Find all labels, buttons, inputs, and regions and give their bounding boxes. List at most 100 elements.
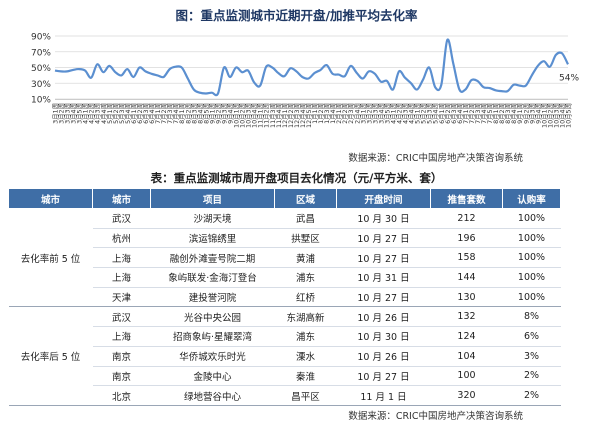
project-table: 城市 城市 项目 区域 开盘时间 推售套数 认购率 去化率前 5 位武汉 沙湖天境… [8, 188, 561, 406]
x-tick-label: 12月2周 [287, 103, 295, 128]
x-tick-label: 3月3周 [371, 103, 379, 124]
x-tick-label: 3月3周 [64, 103, 72, 124]
x-tick-label: 10月4周 [251, 103, 259, 128]
cell-open-date: 10 月 30 日 [336, 326, 431, 347]
cell-city: 上海 [92, 247, 151, 269]
cell-units: 196 [430, 228, 503, 249]
header-project: 项目 [150, 188, 275, 209]
table-row: 上海 融创外滩壹号院二期 黄浦 10 月 27 日 158 100% [9, 247, 561, 269]
table-row: 去化率前 5 位武汉 沙湖天境 武昌 10 月 30 日 212 100% [8, 208, 561, 308]
cell-district: 秦淮 [274, 366, 337, 387]
table-row: 天津 建投誉河院 红桥 10 月 27 日 130 100% [9, 287, 561, 308]
cell-units: 100 [430, 366, 503, 387]
table-row: 杭州 滨运锦绣里 拱墅区 10 月 27 日 196 100% [9, 228, 561, 249]
end-value-label: 54% [559, 73, 579, 83]
x-tick-label: 6月2周 [444, 103, 452, 124]
cell-project: 建投誉河院 [150, 287, 275, 308]
x-tick-label: 3月1周 [52, 103, 60, 124]
cell-project: 滨运锦绣里 [150, 228, 275, 249]
y-tick-label: 90% [31, 33, 51, 43]
cell-project: 融创外滩壹号院二期 [150, 247, 275, 269]
cell-open-date: 10 月 30 日 [336, 208, 431, 229]
x-tick-label: 9月1周 [516, 103, 524, 124]
cell-open-date: 10 月 31 日 [336, 267, 431, 288]
x-tick-label: 10月4周 [558, 103, 566, 128]
cell-project: 沙湖天境 [150, 208, 275, 229]
x-tick-label: 7月3周 [474, 103, 482, 124]
cell-rate: 100% [502, 267, 561, 288]
x-tick-label: 5月2周 [112, 103, 120, 124]
table-title: 表：重点监测城市周开盘项目去化情况（元/平方米、套） [150, 171, 443, 185]
x-tick-label: 11月2周 [263, 103, 271, 128]
x-tick-label: 8月1周 [492, 103, 500, 124]
x-tick-label: 9月3周 [528, 103, 536, 124]
cell-project: 绿地营谷中心 [150, 385, 275, 406]
group-label: 去化率前 5 位 [8, 208, 93, 308]
cell-open-date: 10 月 26 日 [336, 346, 431, 367]
y-tick-label: 70% [31, 48, 51, 58]
cell-district: 红桥 [274, 287, 337, 308]
cell-district: 浦东 [274, 267, 337, 288]
x-tick-label: 6月1周 [438, 103, 446, 124]
x-tick-label: 1月3周 [323, 103, 331, 124]
x-tick-label: 5月2周 [420, 103, 428, 124]
cell-city: 武汉 [92, 306, 151, 328]
table-row: 去化率后 5 位武汉 光谷中央公园 东湖高新 10 月 26 日 132 8% [8, 306, 561, 406]
table-row: 南京 华侨城欢乐时光 溧水 10 月 26 日 104 3% [9, 346, 561, 367]
x-tick-label: 8月4周 [510, 103, 518, 124]
line-chart: 90%70%50%30%10%3月1周3月2周3月3周3月4周3月5周4月1周4… [31, 33, 579, 128]
cell-project: 光谷中央公园 [150, 306, 275, 328]
x-tick-label: 9月1周 [208, 103, 216, 124]
x-tick-label: 4月3周 [94, 103, 102, 124]
x-tick-label: 5月3周 [118, 103, 126, 124]
cell-units: 158 [430, 247, 503, 269]
cell-units: 104 [430, 346, 503, 367]
header-group: 城市 [8, 188, 93, 209]
x-tick-label: 5月4周 [124, 103, 132, 124]
x-tick-label: 8月1周 [178, 103, 186, 124]
cell-rate: 100% [502, 247, 561, 269]
x-tick-label: 12月4周 [299, 103, 307, 128]
x-tick-label: 6月1周 [130, 103, 138, 124]
cell-rate: 100% [502, 287, 561, 308]
x-tick-label: 11月3周 [269, 103, 277, 128]
x-tick-label: 10月2周 [546, 103, 554, 128]
x-tick-label: 2月3周 [347, 103, 355, 124]
x-tick-label: 4月2周 [88, 103, 96, 124]
cell-rate: 100% [502, 208, 561, 229]
x-tick-label: 6月3周 [450, 103, 458, 124]
header-rate: 认购率 [502, 188, 561, 209]
x-tick-label: 7月3周 [166, 103, 174, 124]
x-tick-label: 8月2周 [184, 103, 192, 124]
x-tick-label: 12月5周 [305, 103, 313, 128]
x-tick-label: 2月4周 [353, 103, 361, 124]
data-source-top: 数据来源：CRIC中国房地产决策咨询系统 [348, 153, 523, 164]
x-tick-label: 5月4周 [432, 103, 440, 124]
cell-units: 130 [430, 287, 503, 308]
y-tick-label: 50% [31, 64, 51, 74]
chart-title: 图：重点监测城市近期开盘/加推平均去化率 [175, 8, 418, 23]
cell-district: 东湖高新 [274, 306, 337, 328]
cell-units: 124 [430, 326, 503, 347]
cell-district: 武昌 [274, 208, 337, 229]
x-tick-label: 4月3周 [402, 103, 410, 124]
cell-open-date: 10 月 27 日 [336, 228, 431, 249]
cell-rate: 2% [502, 385, 561, 406]
header-city: 城市 [92, 188, 151, 209]
x-tick-label: 4月4周 [100, 103, 108, 124]
data-source-bottom: 数据来源：CRIC中国房地产决策咨询系统 [348, 411, 523, 422]
cell-project: 招商象屿·星耀翠湾 [150, 326, 275, 347]
cell-open-date: 11 月 1 日 [336, 385, 431, 406]
cell-rate: 2% [502, 366, 561, 387]
cell-units: 144 [430, 267, 503, 288]
cell-project: 象屿联发·金海汀登台 [150, 267, 275, 288]
x-tick-label: 4月1周 [82, 103, 90, 124]
x-tick-label: 7月1周 [462, 103, 470, 124]
x-tick-label: 12月1周 [281, 103, 289, 128]
header-district: 区域 [274, 188, 337, 209]
cell-district: 昌平区 [274, 385, 337, 406]
x-tick-label: 4月4周 [408, 103, 416, 124]
x-tick-label: 9月2周 [214, 103, 222, 124]
table-row: 上海 象屿联发·金海汀登台 浦东 10 月 31 日 144 100% [9, 267, 561, 288]
x-tick-label: 1月2周 [317, 103, 325, 124]
